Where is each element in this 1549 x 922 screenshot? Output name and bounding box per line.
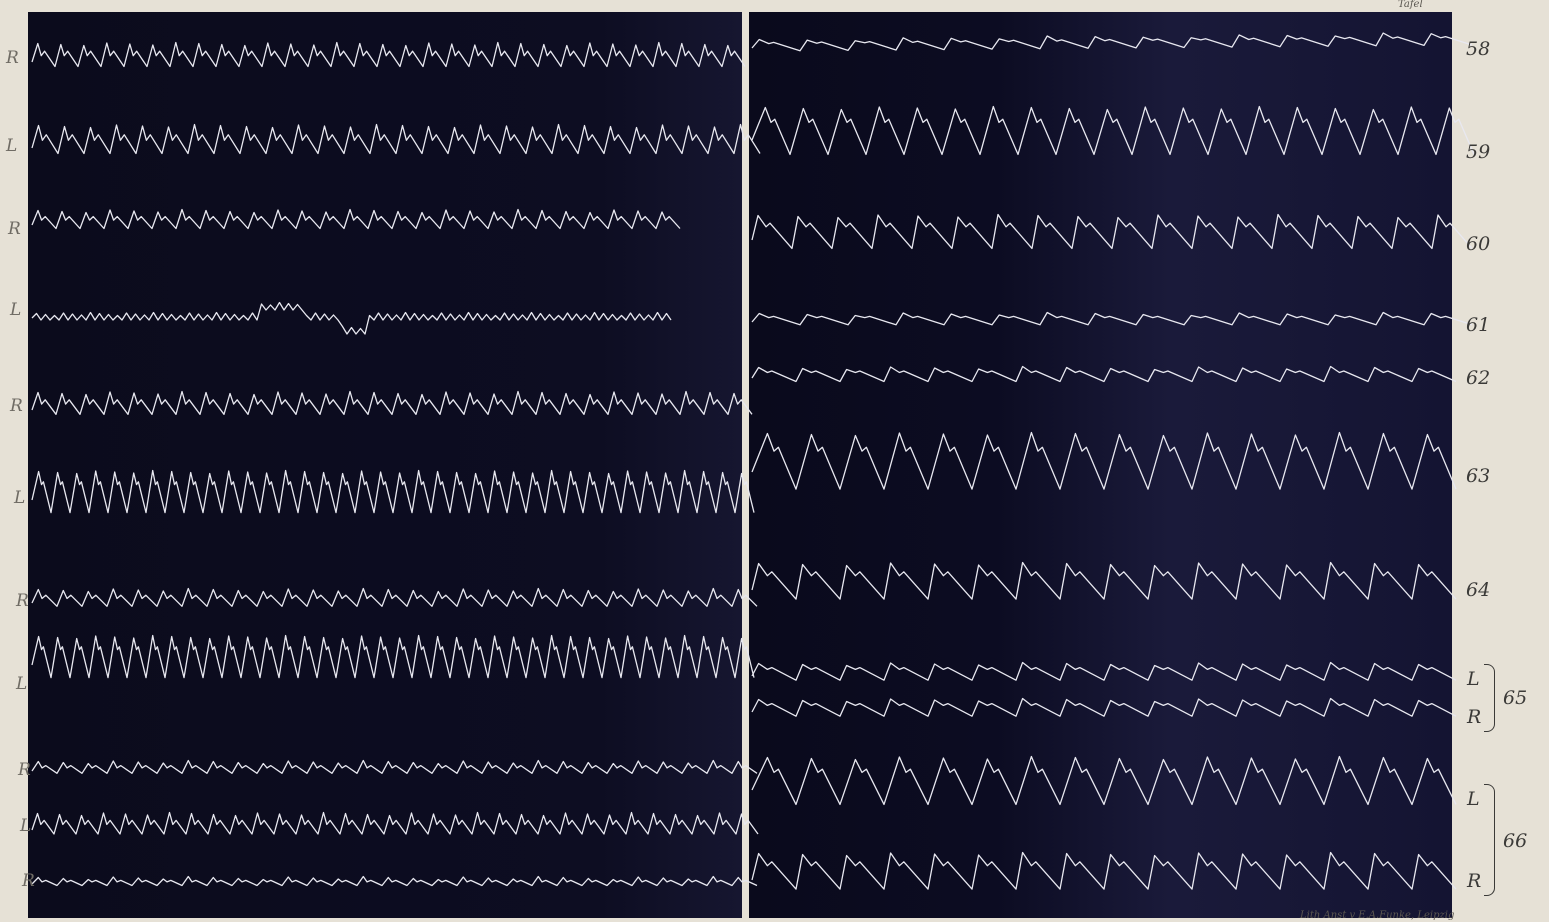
pulse-trace-2 [31,123,761,155]
pulse-trace-9 [31,759,758,774]
trace-65-brace [1484,664,1495,732]
pulse-trace-10 [31,811,759,835]
pulse-trace-16 [751,365,1457,383]
trace-number-60: 60 [1466,233,1491,255]
left-side-label-9: R [18,760,31,780]
trace-66-bottom-label: R [1467,870,1482,892]
pulse-trace-6 [31,469,755,514]
trace-65-top-label: L [1467,668,1480,690]
pulse-trace-21 [751,755,1457,806]
trace-number-59: 59 [1466,141,1491,163]
left-side-label-8: L [16,674,28,694]
pulse-trace-8 [31,634,755,679]
pulse-trace-7 [31,587,758,607]
trace-number-61: 61 [1466,314,1491,336]
pulse-trace-20 [751,697,1457,717]
left-side-label-11: R [22,871,35,891]
pulse-trace-5 [31,390,753,415]
pulse-trace-3 [31,208,681,230]
pulse-trace-17 [751,431,1457,490]
left-side-label-5: R [10,396,23,416]
left-side-label-2: L [6,136,18,156]
pulse-trace-22 [751,851,1457,890]
pulse-trace-11 [31,875,758,887]
left-side-label-10: L [20,816,32,836]
pulse-trace-18 [751,561,1457,600]
left-side-label-7: R [16,591,29,611]
trace-number-65: 65 [1503,687,1528,709]
pulse-trace-4 [31,301,672,335]
trace-number-63: 63 [1466,465,1491,487]
left-side-label-4: L [10,300,22,320]
pulse-trace-15 [751,311,1473,326]
trace-number-58: 58 [1466,38,1491,60]
pulse-trace-12 [751,32,1473,52]
pulse-trace-1 [31,41,746,68]
corner-plate-label: Tafel [1398,0,1423,10]
pulse-trace-14 [751,213,1473,250]
trace-66-brace [1484,784,1495,896]
trace-number-62: 62 [1466,367,1491,389]
right-tracing-panel [749,12,1452,918]
trace-65-bottom-label: R [1467,706,1482,728]
left-side-label-1: R [6,48,19,68]
left-side-label-3: R [8,219,21,239]
trace-66-top-label: L [1467,788,1480,810]
printer-credit: Lith Anst v E.A.Funke, Leipzig [1300,910,1455,921]
left-side-label-6: L [14,488,26,508]
pulse-trace-13 [751,105,1475,156]
trace-number-64: 64 [1466,579,1491,601]
trace-number-66: 66 [1503,830,1528,852]
pulse-trace-19 [751,661,1457,681]
